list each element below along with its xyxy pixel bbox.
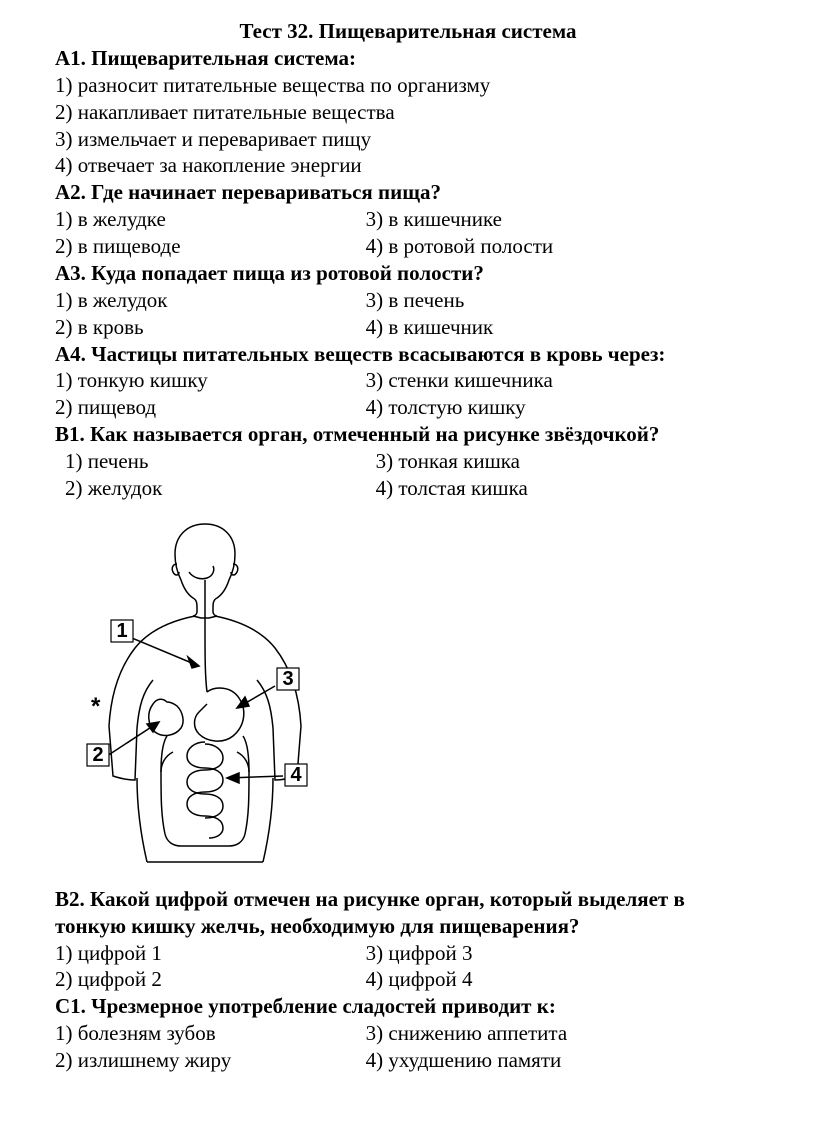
question-c1: С1. Чрезмерное употребление сладостей пр… [55,993,761,1020]
fig-label-1: 1 [116,620,127,642]
a2-opt3: 3) в кишечнике [366,206,761,233]
a3-opt2: 2) в кровь [55,314,366,341]
a3-opt4: 4) в кишечник [366,314,761,341]
a1-opt2: 2) накапливает питательные вещества [55,99,761,126]
b2-opt2: 2) цифрой 2 [55,966,366,993]
test-title: Тест 32. Пищеварительная система [55,18,761,45]
fig-label-3: 3 [282,668,293,690]
b2-opt3: 3) цифрой 3 [366,940,761,967]
fig-label-2: 2 [92,744,103,766]
c1-opt1: 1) болезням зубов [55,1020,366,1047]
fig-label-4: 4 [290,764,302,786]
a1-opt4: 4) отвечает за накопление энергии [55,152,761,179]
b1-opt4: 4) толстая кишка [376,475,771,502]
question-a1: А1. Пищеварительная система: [55,45,761,72]
question-a4: А4. Частицы питательных веществ всасываю… [55,341,761,368]
b2-opt4: 4) цифрой 4 [366,966,761,993]
question-a2: А2. Где начинает перевариваться пища? [55,179,761,206]
a2-opt1: 1) в желудке [55,206,366,233]
fig-label-star: * [91,693,101,720]
a1-opt1: 1) разносит питательные вещества по орга… [55,72,761,99]
question-b1: В1. Как называется орган, отмеченный на … [55,421,761,448]
digestive-svg: 1 2 3 4 * [55,516,355,866]
c1-opt3: 3) снижению аппетита [366,1020,761,1047]
a3-opt1: 1) в желудок [55,287,366,314]
b1-opt3: 3) тонкая кишка [376,448,771,475]
a3-opt3: 3) в печень [366,287,761,314]
question-b2: В2. Какой цифрой отмечен на рисунке орга… [55,886,761,940]
c1-opt2: 2) излишнему жиру [55,1047,366,1074]
b1-opt2: 2) желудок [55,475,376,502]
a4-opt4: 4) толстую кишку [366,394,761,421]
a4-opt2: 2) пищевод [55,394,366,421]
question-a3: А3. Куда попадает пища из ротовой полост… [55,260,761,287]
a2-opt4: 4) в ротовой полости [366,233,761,260]
a2-opt2: 2) в пищеводе [55,233,366,260]
a1-opt3: 3) измельчает и переваривает пищу [55,126,761,153]
b2-opt1: 1) цифрой 1 [55,940,366,967]
test-page: Тест 32. Пищеварительная система А1. Пищ… [0,0,816,1145]
c1-opt4: 4) ухудшению памяти [366,1047,761,1074]
a4-opt3: 3) стенки кишечника [366,367,761,394]
digestive-figure: 1 2 3 4 * [55,516,761,866]
b1-opt1: 1) печень [55,448,376,475]
a4-opt1: 1) тонкую кишку [55,367,366,394]
